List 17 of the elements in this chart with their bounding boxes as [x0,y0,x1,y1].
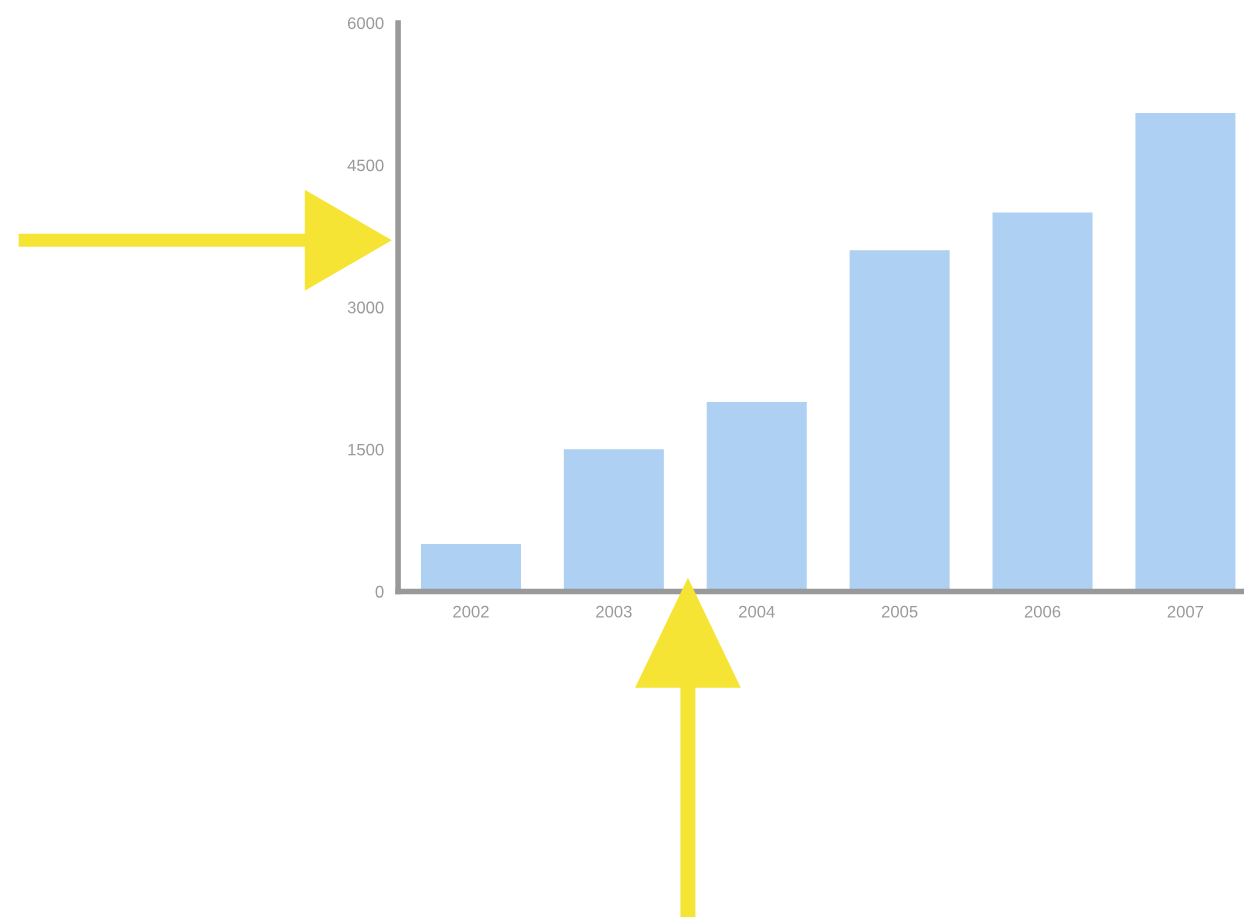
x-tick-label: 2004 [739,605,775,618]
y-tick-label: 4500 [347,159,384,172]
y-tick-label: 1500 [348,443,384,456]
x-tick-label: 2007 [1167,605,1204,618]
bar [849,250,950,592]
bar [706,401,807,592]
bar [420,544,521,592]
bar [563,449,664,592]
x-tick-label: 2003 [596,605,632,618]
x-tick-label: 2005 [881,605,918,618]
x-tick-label: 2006 [1024,605,1061,618]
y-tick-label: 3000 [347,301,384,314]
bar [992,212,1093,592]
y-tick-label: 0 [375,585,384,598]
bar [1135,112,1236,592]
x-tick-label: 2002 [453,605,489,618]
y-tick-label: 6000 [347,17,384,30]
